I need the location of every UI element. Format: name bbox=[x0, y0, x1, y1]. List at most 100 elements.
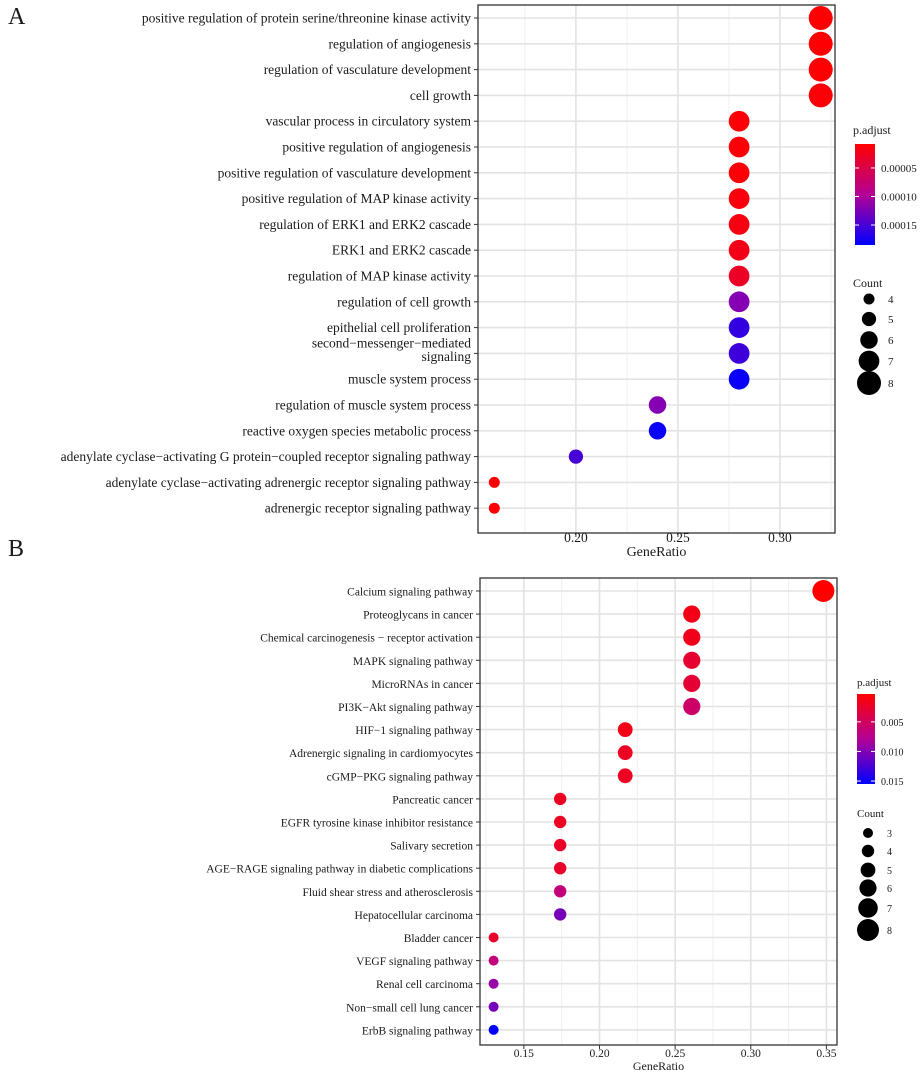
data-point bbox=[568, 449, 584, 464]
plot-border bbox=[479, 577, 838, 1046]
y-tick-label: AGE−RAGE signaling pathway in diabetic c… bbox=[206, 864, 473, 876]
data-point bbox=[728, 136, 750, 158]
y-tick-label: Hepatocellular carcinoma bbox=[355, 910, 473, 922]
size-legend-title: Count bbox=[853, 276, 883, 290]
data-point bbox=[553, 838, 567, 852]
panel-b: B Calcium signaling pathway Proteoglycans … bbox=[8, 536, 904, 1073]
y-tick-label: MAPK signaling pathway bbox=[353, 656, 473, 668]
plot-border bbox=[477, 4, 836, 534]
colorbar-tick-label: 0.00005 bbox=[881, 163, 917, 175]
size-legend-circle bbox=[859, 879, 877, 897]
y-tick-label: positive regulation of vasculature devel… bbox=[218, 165, 472, 180]
data-point bbox=[617, 722, 633, 737]
data-point bbox=[553, 908, 567, 921]
x-tick-label: 0.25 bbox=[666, 530, 690, 545]
size-legend-label: 6 bbox=[888, 335, 894, 347]
y-tick-label: EGFR tyrosine kinase inhibitor resistanc… bbox=[281, 818, 473, 830]
data-point bbox=[683, 697, 701, 716]
color-legend-title: p.adjust bbox=[853, 123, 891, 137]
data-point bbox=[728, 368, 750, 390]
size-legend-circle bbox=[861, 844, 875, 858]
y-tick-label: muscle system process bbox=[348, 372, 471, 387]
y-tick-label: Adrenergic signaling in cardiomyocytes bbox=[289, 748, 474, 760]
data-point bbox=[808, 31, 833, 56]
y-tick-label: Chemical carcinogenesis − receptor activ… bbox=[260, 633, 473, 645]
data-point bbox=[728, 188, 750, 209]
y-tick-label: regulation of angiogenesis bbox=[329, 36, 471, 51]
colorbar-tick-label: 0.005 bbox=[881, 718, 904, 729]
data-point bbox=[812, 580, 835, 602]
data-point bbox=[553, 885, 567, 898]
colorbar-tick-label: 0.010 bbox=[881, 747, 904, 758]
y-tick-label: second−messenger−mediated signaling bbox=[312, 335, 471, 364]
colorbar-tick-label: 0.00010 bbox=[881, 191, 917, 203]
x-tick-label: 0.20 bbox=[589, 1048, 609, 1060]
data-point bbox=[683, 651, 701, 669]
panel-label: A bbox=[8, 4, 26, 30]
data-point bbox=[488, 476, 500, 488]
y-tick-label: Renal cell carcinoma bbox=[376, 979, 473, 991]
data-point bbox=[488, 978, 499, 989]
size-legend-circle bbox=[857, 919, 879, 941]
data-point bbox=[617, 768, 633, 784]
data-point bbox=[808, 57, 833, 82]
data-point bbox=[728, 265, 750, 287]
plot-area bbox=[478, 5, 835, 533]
color-legend-title: p.adjust bbox=[857, 677, 892, 689]
y-tick-label: adenylate cyclase−activating adrenergic … bbox=[106, 475, 472, 490]
size-legend-circle bbox=[858, 350, 880, 372]
data-point bbox=[728, 239, 750, 261]
y-tick-label: regulation of muscle system process bbox=[275, 398, 471, 413]
size-legend-label: 5 bbox=[888, 314, 894, 326]
x-tick-label: 0.25 bbox=[665, 1048, 685, 1060]
size-legend-circle bbox=[860, 331, 878, 349]
size-legend-label: 3 bbox=[887, 829, 892, 840]
y-tick-label: Non−small cell lung cancer bbox=[346, 1002, 473, 1014]
size-legend-circle bbox=[861, 311, 877, 327]
y-tick-label: Proteoglycans in cancer bbox=[363, 610, 473, 622]
size-legend-label: 6 bbox=[887, 884, 892, 895]
y-tick-label: positive regulation of protein serine/th… bbox=[142, 11, 471, 26]
colorbar bbox=[857, 694, 875, 784]
data-point bbox=[728, 214, 750, 235]
data-point bbox=[683, 605, 701, 623]
y-tick-label: VEGF signaling pathway bbox=[356, 956, 473, 968]
size-legend-circle bbox=[860, 862, 876, 878]
data-point bbox=[808, 83, 833, 108]
x-axis-title: GeneRatio bbox=[627, 545, 687, 560]
size-legend-label: 8 bbox=[888, 378, 894, 390]
y-tick-label: cell growth bbox=[410, 88, 471, 103]
data-point bbox=[553, 792, 567, 806]
y-tick-label: epithelial cell proliferation bbox=[327, 320, 471, 335]
data-point bbox=[728, 110, 750, 132]
y-tick-label: Calcium signaling pathway bbox=[347, 587, 473, 599]
data-point bbox=[488, 1001, 499, 1012]
colorbar-tick-label: 0.00015 bbox=[881, 220, 917, 232]
data-point bbox=[488, 932, 499, 943]
x-axis-title: GeneRatio bbox=[633, 1059, 684, 1073]
data-point bbox=[683, 628, 701, 646]
size-legend-circle bbox=[863, 828, 873, 838]
size-legend-label: 4 bbox=[887, 847, 892, 858]
data-point bbox=[648, 422, 667, 440]
size-legend-title: Count bbox=[857, 808, 884, 820]
size-legend-label: 8 bbox=[887, 926, 892, 937]
data-point bbox=[553, 815, 567, 829]
x-tick-label: 0.30 bbox=[768, 530, 792, 545]
size-legend-circle bbox=[863, 293, 875, 305]
data-point bbox=[648, 396, 667, 414]
y-tick-label: ErbB signaling pathway bbox=[362, 1025, 473, 1037]
y-tick-label: HIF−1 signaling pathway bbox=[355, 725, 473, 737]
y-tick-label: ERK1 and ERK2 cascade bbox=[332, 243, 471, 258]
colorbar bbox=[855, 144, 875, 245]
y-tick-label: Bladder cancer bbox=[404, 933, 473, 945]
data-point bbox=[728, 343, 750, 364]
y-tick-label: regulation of ERK1 and ERK2 cascade bbox=[259, 217, 471, 232]
x-tick-label: 0.30 bbox=[741, 1048, 761, 1060]
size-legend-circle bbox=[858, 898, 878, 918]
y-tick-label: positive regulation of angiogenesis bbox=[282, 140, 471, 155]
data-point bbox=[683, 674, 701, 693]
data-point bbox=[728, 162, 750, 184]
size-legend-label: 7 bbox=[888, 356, 894, 368]
